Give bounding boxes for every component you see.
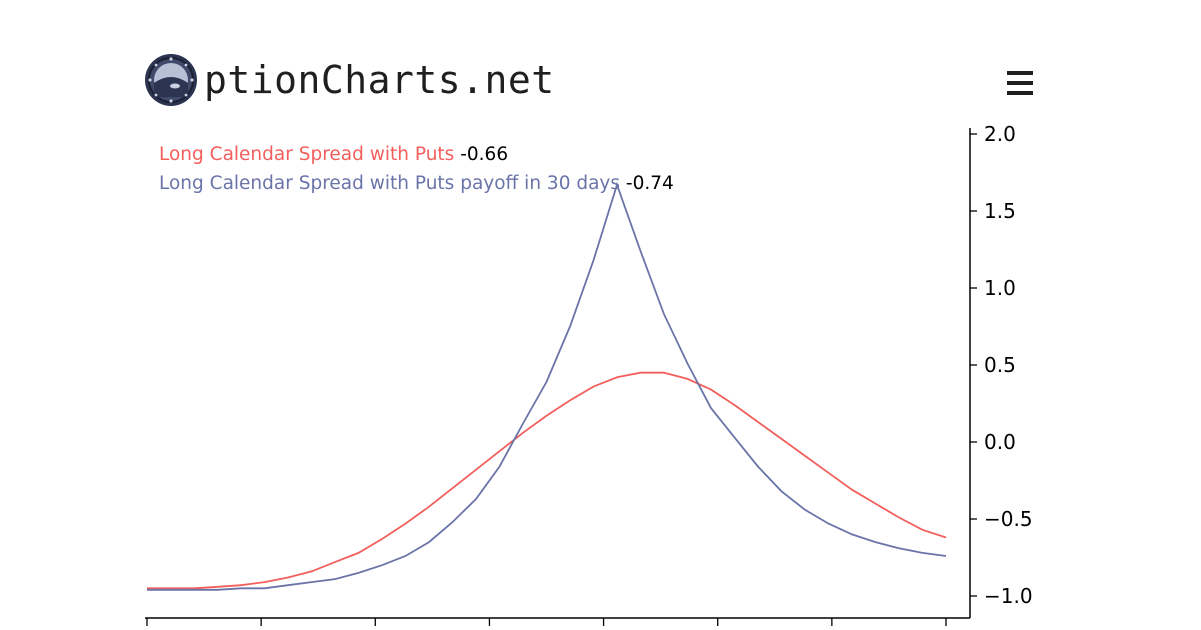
y-tick-label: 0.0 bbox=[984, 430, 1016, 454]
site-name: ptionCharts.net bbox=[204, 58, 555, 102]
y-tick-label: 2.0 bbox=[984, 122, 1016, 146]
menu-button[interactable] bbox=[1002, 66, 1038, 100]
y-tick-label: −1.0 bbox=[984, 584, 1033, 608]
y-tick-label: 1.0 bbox=[984, 276, 1016, 300]
series-line-1 bbox=[147, 371, 947, 590]
legend-item-1: Long Calendar Spread with Puts -0.66 bbox=[159, 140, 674, 169]
legend-label-2: Long Calendar Spread with Puts payoff in… bbox=[159, 173, 621, 194]
y-tick-label: 1.5 bbox=[984, 199, 1016, 223]
legend-item-2: Long Calendar Spread with Puts payoff in… bbox=[159, 169, 674, 198]
y-tick-label: 0.5 bbox=[984, 353, 1016, 377]
legend-value-2: -0.74 bbox=[625, 173, 674, 194]
legend-label-1: Long Calendar Spread with Puts bbox=[159, 144, 455, 165]
site-logo[interactable]: ptionCharts.net bbox=[144, 52, 555, 108]
y-tick-label: −0.5 bbox=[984, 507, 1033, 531]
legend: Long Calendar Spread with Puts -0.66 Lon… bbox=[159, 140, 674, 198]
legend-value-1: -0.66 bbox=[460, 144, 509, 165]
series-layer bbox=[147, 181, 947, 591]
hamburger-menu-icon bbox=[1007, 71, 1033, 95]
series-line-2 bbox=[147, 181, 947, 591]
axis-layer: −1.0 −0.5 0.0 0.5 1.0 1.5 2.0 bbox=[145, 122, 1033, 626]
porthole-logo-icon bbox=[145, 54, 197, 106]
